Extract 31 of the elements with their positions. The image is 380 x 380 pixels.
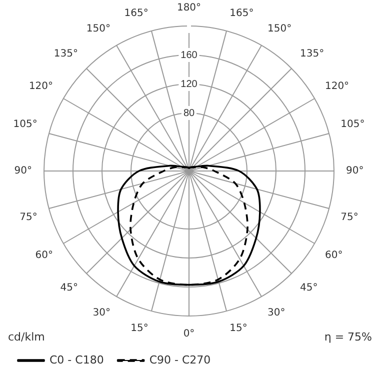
- spoke-label: 75°: [340, 212, 358, 224]
- spoke-label: 165°: [230, 8, 254, 19]
- spoke-label: 90°: [346, 166, 364, 177]
- spoke-label: 180°: [176, 2, 202, 14]
- spoke-label: 60°: [35, 250, 54, 262]
- text: cd/klm: [8, 330, 45, 344]
- spoke-label: 150°: [86, 24, 110, 35]
- spoke-label: 60°: [324, 250, 343, 262]
- legend-label: C90 - C270: [149, 353, 211, 366]
- spoke-label: 135°: [300, 48, 324, 60]
- spoke-label: 120°: [28, 81, 54, 92]
- spoke-label: 0°: [183, 328, 195, 340]
- spoke-label: 30°: [92, 308, 110, 319]
- spoke-label: 105°: [340, 118, 365, 130]
- y-tick-label: 80: [183, 108, 195, 119]
- spoke-label: 120°: [324, 81, 350, 92]
- spoke-label: 105°: [13, 118, 38, 130]
- spoke-label: 15°: [130, 323, 148, 334]
- spoke-label: 45°: [60, 282, 78, 294]
- text: η = 75%: [324, 330, 372, 344]
- y-tick-label: 120: [180, 78, 198, 90]
- spoke-label: 30°: [268, 308, 286, 319]
- spoke-label: 45°: [300, 282, 318, 294]
- legend-label: C0 - C180: [50, 353, 104, 366]
- spoke-label: 75°: [20, 212, 38, 224]
- y-tick-label: 160: [180, 50, 198, 61]
- spoke-label: 165°: [124, 8, 148, 19]
- spoke-label: 150°: [268, 24, 292, 35]
- spoke-label: 90°: [14, 166, 32, 177]
- spoke-label: 135°: [54, 48, 78, 60]
- spoke-label: 15°: [230, 323, 248, 334]
